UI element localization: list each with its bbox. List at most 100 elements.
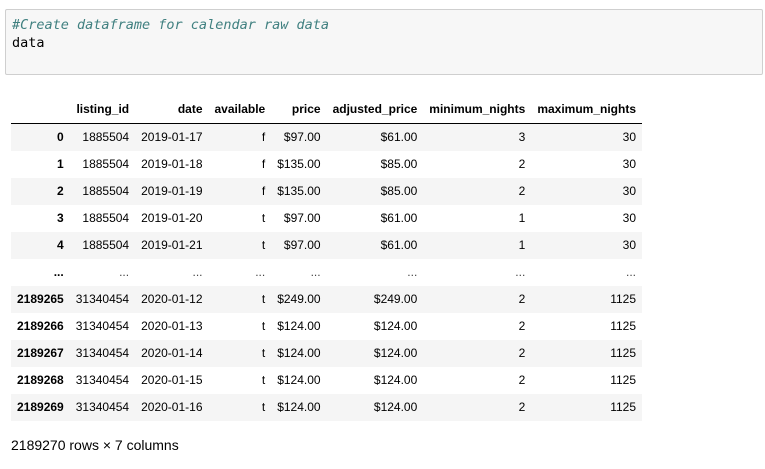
table-row: 4 1885504 2019-01-21 t $97.00 $61.00 1 30 <box>11 232 643 259</box>
table-cell: $124.00 <box>277 373 321 387</box>
table-cell: t <box>261 319 266 333</box>
column-header: minimum_nights <box>423 96 532 124</box>
dataframe-shape-note: 2189270 rows × 7 columns <box>11 437 179 453</box>
column-header: listing_id <box>69 96 136 124</box>
table-cell: 2019-01-21 <box>141 238 203 252</box>
row-index: 2 <box>57 184 64 198</box>
table-row: 0 1885504 2019-01-17 f $97.00 $61.00 3 30 <box>11 123 643 151</box>
table-cell: t <box>261 292 266 306</box>
table-cell: 30 <box>622 211 637 225</box>
table-cell: 2020-01-13 <box>141 319 203 333</box>
table-cell: $249.00 <box>277 292 321 306</box>
table-cell: 1125 <box>610 346 637 360</box>
table-cell: 1885504 <box>82 130 130 144</box>
row-index: 3 <box>57 211 64 225</box>
table-cell: 2 <box>518 157 526 171</box>
table-row: 3 1885504 2019-01-20 t $97.00 $61.00 1 30 <box>11 205 643 232</box>
table-cell: 2019-01-19 <box>141 184 203 198</box>
row-index: ... <box>53 265 64 279</box>
table-cell: 31340454 <box>75 373 130 387</box>
table-cell: 30 <box>622 238 637 252</box>
table-cell: ... <box>407 265 418 279</box>
table-cell: $124.00 <box>373 346 418 360</box>
table-cell: 2019-01-20 <box>141 211 203 225</box>
table-cell: t <box>261 373 266 387</box>
table-cell: 30 <box>622 157 637 171</box>
table-cell: 2020-01-16 <box>141 400 203 414</box>
table-cell: f <box>261 184 266 198</box>
table-cell: $97.00 <box>283 211 321 225</box>
table-cell: $124.00 <box>373 319 418 333</box>
index-header <box>11 96 70 124</box>
table-row: 2189268 31340454 2020-01-15 t $124.00 $124.00… <box>11 367 643 394</box>
table-cell: 1885504 <box>82 184 130 198</box>
table-cell: t <box>261 346 266 360</box>
table-cell: 1 <box>518 238 526 252</box>
table-cell: $135.00 <box>277 184 321 198</box>
table-cell: $135.00 <box>277 157 321 171</box>
table-cell: t <box>261 238 266 252</box>
table-cell: 2020-01-15 <box>141 373 203 387</box>
table-cell: 31340454 <box>75 346 130 360</box>
table-cell: $61.00 <box>380 238 418 252</box>
table-cell: $124.00 <box>277 400 321 414</box>
table-row: 1 1885504 2019-01-18 f $135.00 $85.00 2 30 <box>11 151 643 178</box>
table-cell: 31340454 <box>75 319 130 333</box>
table-cell: 2020-01-12 <box>141 292 203 306</box>
row-index: 0 <box>57 130 64 144</box>
code-cell-input[interactable]: #Create dataframe for calendar raw data d… <box>5 9 763 75</box>
column-header: maximum_nights <box>531 96 643 124</box>
table-cell: 2 <box>518 373 526 387</box>
table-cell: $61.00 <box>380 211 418 225</box>
header-row: listing_id date available price adjusted_pri… <box>11 96 643 124</box>
row-index: 2189265 <box>17 292 64 306</box>
column-header: available <box>208 96 272 124</box>
row-index: 4 <box>57 238 64 252</box>
table-cell: 3 <box>518 130 526 144</box>
row-index: 2189266 <box>17 319 64 333</box>
table-cell: 1125 <box>610 319 637 333</box>
table-row: ........................ <box>11 259 643 286</box>
table-cell: $85.00 <box>380 184 418 198</box>
table-cell: 31340454 <box>75 400 130 414</box>
table-cell: 30 <box>622 184 637 198</box>
table-cell: 2 <box>518 184 526 198</box>
table-cell: 31340454 <box>75 292 130 306</box>
table-cell: ... <box>255 265 266 279</box>
table-row: 2189269 31340454 2020-01-16 t $124.00 $124.00… <box>11 394 643 421</box>
table-cell: 1125 <box>610 292 637 306</box>
code-line: data <box>12 35 45 51</box>
table-cell: 2020-01-14 <box>141 346 203 360</box>
table-row: 2189265 31340454 2020-01-12 t $249.00 $249.00… <box>11 286 643 313</box>
table-cell: f <box>261 157 266 171</box>
dataframe-table: listing_id date available price adjusted_pri… <box>11 96 643 421</box>
code-comment: #Create dataframe for calendar raw data <box>12 17 329 33</box>
table-cell: $97.00 <box>283 238 321 252</box>
table-cell: 1885504 <box>82 238 130 252</box>
table-cell: 2 <box>518 292 526 306</box>
table-cell: 1125 <box>610 400 637 414</box>
table-cell: ... <box>626 265 637 279</box>
row-index: 1 <box>57 157 64 171</box>
column-header: date <box>135 96 209 124</box>
table-row: 2189266 31340454 2020-01-13 t $124.00 $124.00… <box>11 313 643 340</box>
table-cell: f <box>261 130 266 144</box>
table-row: 2189267 31340454 2020-01-14 t $124.00 $124.00… <box>11 340 643 367</box>
table-row: 2 1885504 2019-01-19 f $135.00 $85.00 2 30 <box>11 178 643 205</box>
table-cell: 1125 <box>610 373 637 387</box>
table-header: listing_id date available price adjusted_pri… <box>11 96 643 124</box>
column-header: price <box>271 96 327 124</box>
table-cell: $61.00 <box>380 130 418 144</box>
table-cell: 30 <box>622 130 637 144</box>
row-index: 2189269 <box>17 400 64 414</box>
table-cell: $249.00 <box>373 292 418 306</box>
table-cell: 2 <box>518 346 526 360</box>
table-cell: 2019-01-18 <box>141 157 203 171</box>
table-cell: 1885504 <box>82 157 130 171</box>
table-cell: $85.00 <box>380 157 418 171</box>
table-cell: $124.00 <box>277 319 321 333</box>
table-cell: $124.00 <box>373 373 418 387</box>
table-cell: ... <box>119 265 130 279</box>
table-cell: 2 <box>518 400 526 414</box>
table-cell: $124.00 <box>373 400 418 414</box>
